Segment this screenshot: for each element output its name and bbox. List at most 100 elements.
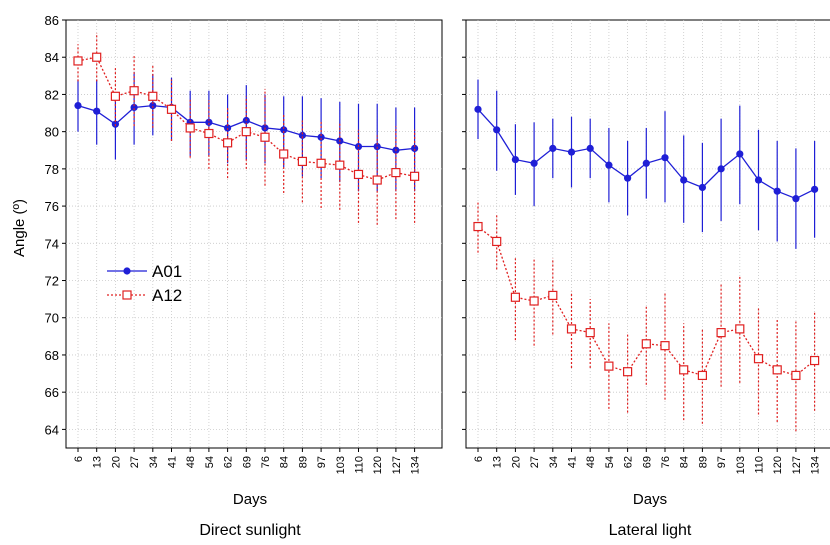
x-tick-label: 13: [492, 456, 504, 468]
point-a12: [148, 91, 158, 101]
point-a01: [661, 154, 669, 162]
point-a12: [316, 158, 326, 168]
x-tick-label: 97: [716, 456, 728, 468]
x-tick-label: 41: [167, 456, 179, 468]
point-a12: [529, 296, 539, 306]
point-a12: [335, 160, 345, 170]
x-tick-label: 97: [316, 456, 328, 468]
point-a12: [241, 127, 251, 137]
plot-frame: [465, 19, 830, 449]
x-tick-label: 62: [623, 456, 635, 468]
point-a01: [280, 126, 288, 134]
legend-marker-a01: [123, 267, 131, 275]
x-tick-label: 54: [604, 456, 616, 468]
point-a12: [223, 138, 233, 148]
x-tick-label: 127: [791, 456, 803, 474]
point-a01: [530, 159, 538, 167]
point-a12: [809, 355, 820, 366]
legend-marker-a12: [122, 290, 132, 300]
point-a12: [353, 169, 364, 180]
legend-label-a01: A01: [152, 262, 182, 281]
point-a12: [410, 171, 420, 181]
x-axis-label: Days: [233, 491, 267, 508]
x-tick-label: 34: [548, 456, 560, 468]
x-tick-label: 48: [585, 456, 597, 468]
point-a01: [474, 105, 482, 113]
y-tick-label: 74: [45, 236, 59, 251]
point-a12: [548, 290, 558, 301]
point-a12: [585, 328, 595, 338]
point-a12: [92, 52, 102, 62]
point-a12: [679, 365, 689, 375]
point-a01: [511, 155, 519, 164]
x-tick-label: 84: [679, 456, 691, 468]
x-tick-label: 6: [473, 456, 485, 462]
point-a12: [716, 328, 726, 338]
x-tick-label: 41: [567, 456, 579, 468]
point-a12: [735, 324, 745, 334]
x-tick-label: 120: [372, 456, 384, 474]
panel-direct-sunlight: Days Direct sunlight 64 66 68 70 72 74 76 78 80 8…: [45, 13, 443, 539]
x-tick-label: 110: [354, 456, 366, 474]
point-a01: [698, 183, 707, 192]
point-a12: [204, 128, 214, 139]
point-a12: [297, 156, 307, 167]
y-tick-label: 68: [45, 348, 59, 363]
x-tick-label: 20: [510, 456, 522, 468]
point-a12: [510, 292, 520, 302]
x-tick-label: 54: [204, 456, 216, 468]
x-tick-label: 134: [810, 456, 822, 474]
x-tick-label: 103: [735, 456, 747, 474]
y-tick-label: 82: [45, 87, 59, 102]
y-tick-label: 84: [45, 50, 59, 65]
y-axis-label: Angle (º): [11, 199, 28, 257]
point-a12: [660, 341, 670, 351]
y-tick-label: 78: [45, 162, 59, 177]
point-a01: [411, 144, 419, 152]
point-a12: [772, 365, 782, 375]
point-a01: [373, 142, 381, 151]
point-a12: [372, 175, 382, 185]
point-a01: [736, 150, 744, 158]
point-a01: [130, 103, 138, 112]
panel-caption: Direct sunlight: [199, 522, 301, 539]
point-a12: [129, 86, 139, 96]
point-a12: [622, 367, 633, 377]
x-tick-label: 76: [260, 456, 272, 468]
point-a12: [473, 221, 483, 232]
x-tick-label: 69: [241, 456, 253, 468]
x-tick-label: 76: [660, 456, 672, 468]
panel-lateral-light: Days Lateral light 6 13 20 27 34 41 48 54 62 69 76…: [462, 19, 830, 539]
x-tick-label: 13: [92, 456, 104, 468]
y-tick-label: 80: [45, 125, 59, 140]
point-a01: [605, 161, 613, 169]
y-tick-label: 70: [45, 311, 59, 326]
x-tick-label: 89: [297, 456, 309, 468]
x-tick-label: 89: [697, 456, 709, 468]
point-a01: [149, 102, 157, 110]
point-a12: [604, 361, 614, 371]
plot-frame: [65, 19, 443, 449]
y-tick-label: 66: [45, 385, 59, 400]
point-a12: [279, 149, 289, 159]
point-a01: [680, 176, 688, 184]
x-tick-label: 110: [754, 456, 766, 474]
point-a12: [260, 132, 270, 142]
x-axis-label: Days: [633, 491, 667, 508]
point-a12: [185, 123, 195, 133]
x-tick-label: 20: [110, 456, 122, 468]
point-a01: [493, 126, 501, 134]
x-tick-label: 103: [335, 456, 347, 474]
point-a12: [391, 167, 401, 178]
y-tick-label: 76: [45, 199, 59, 214]
x-tick-label: 134: [410, 456, 422, 474]
point-a01: [792, 195, 800, 203]
point-a01: [74, 102, 82, 110]
y-tick-label: 72: [45, 274, 59, 289]
point-a01: [224, 124, 232, 132]
point-a01: [811, 185, 819, 193]
x-tick-label: 27: [129, 456, 141, 468]
point-a12: [166, 104, 177, 114]
point-a12: [753, 354, 764, 364]
